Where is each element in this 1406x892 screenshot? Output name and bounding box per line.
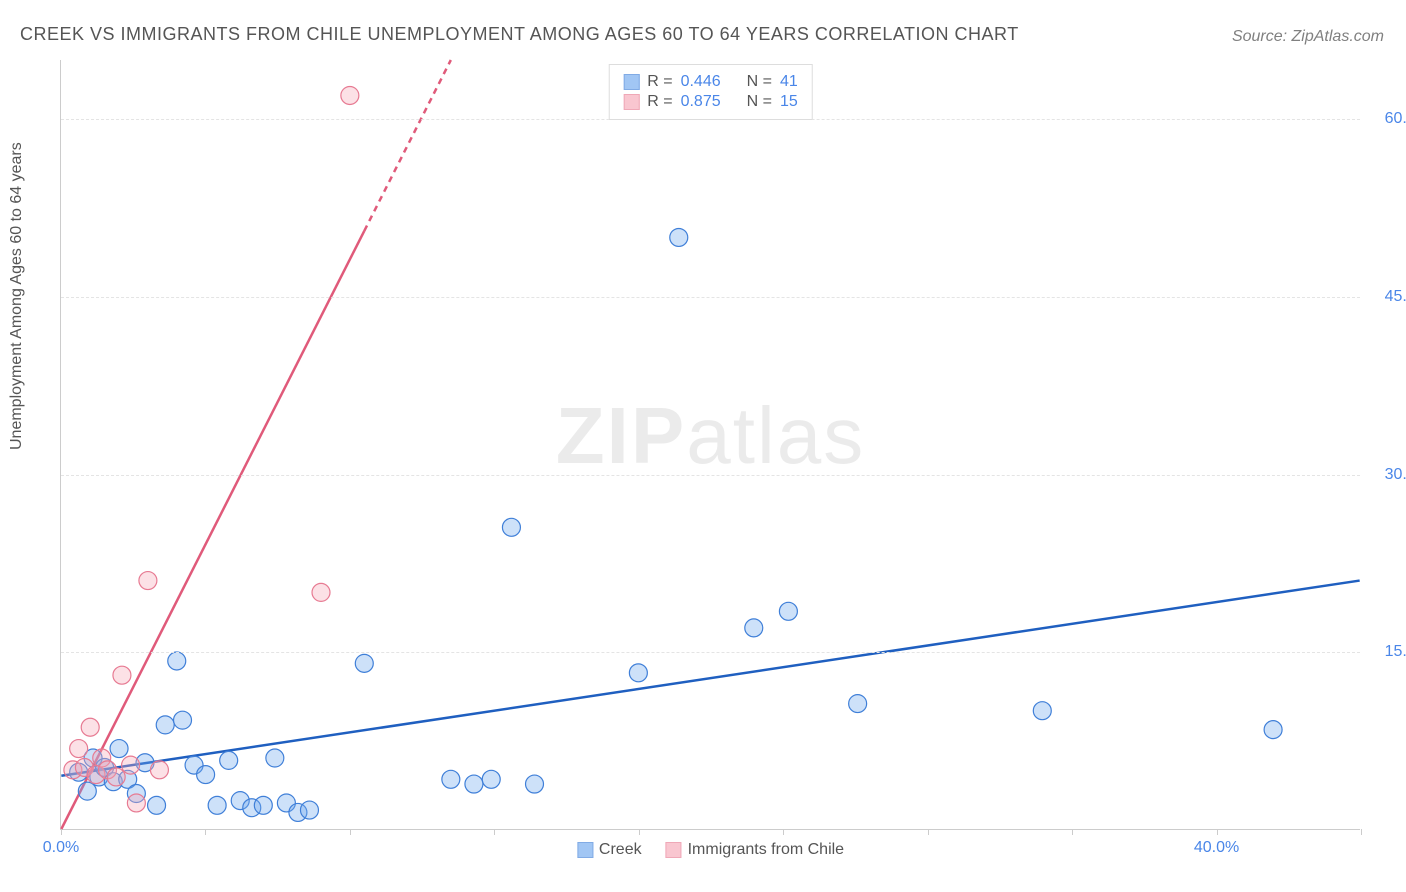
- chile-point: [81, 718, 99, 736]
- y-tick-label: 30.0%: [1385, 466, 1406, 484]
- legend-n-label: N =: [747, 93, 772, 111]
- creek-point: [502, 518, 520, 536]
- creek-point: [254, 796, 272, 814]
- chile-point: [113, 666, 131, 684]
- legend-correlation: R = 0.446 N = 41 R = 0.875 N = 15: [608, 64, 813, 120]
- legend-r-value: 0.875: [681, 93, 721, 111]
- source-credit: Source: ZipAtlas.com: [1232, 28, 1384, 46]
- y-tick-label: 60.0%: [1385, 110, 1406, 128]
- legend-n-label: N =: [747, 73, 772, 91]
- legend-r-label: R =: [647, 73, 672, 91]
- creek-point: [670, 228, 688, 246]
- creek-point: [465, 775, 483, 793]
- x-tick: [494, 829, 495, 835]
- creek-point: [220, 751, 238, 769]
- x-tick: [205, 829, 206, 835]
- legend-swatch: [666, 842, 682, 858]
- gridline: [61, 475, 1360, 476]
- creek-point: [355, 654, 373, 672]
- creek-trendline: [61, 581, 1359, 776]
- x-tick: [1217, 829, 1218, 835]
- legend-correlation-row: R = 0.446 N = 41: [623, 73, 798, 91]
- chile-point: [122, 756, 140, 774]
- legend-series-label: Creek: [599, 841, 642, 859]
- gridline: [61, 297, 1360, 298]
- chile-point: [150, 761, 168, 779]
- chile-point: [127, 794, 145, 812]
- creek-point: [1264, 721, 1282, 739]
- creek-point: [442, 770, 460, 788]
- legend-series-item: Immigrants from Chile: [666, 841, 844, 859]
- legend-correlation-row: R = 0.875 N = 15: [623, 93, 798, 111]
- plot-svg: [61, 60, 1360, 829]
- legend-swatch: [623, 74, 639, 90]
- gridline: [61, 652, 1360, 653]
- y-tick-label: 15.0%: [1385, 643, 1406, 661]
- y-tick-label: 45.0%: [1385, 288, 1406, 306]
- x-tick: [1072, 829, 1073, 835]
- chile-trendline-dashed: [364, 60, 451, 231]
- creek-point: [300, 801, 318, 819]
- creek-point: [779, 602, 797, 620]
- y-axis-title: Unemployment Among Ages 60 to 64 years: [8, 142, 26, 450]
- x-tick-label: 0.0%: [43, 839, 79, 857]
- creek-point: [156, 716, 174, 734]
- creek-point: [174, 711, 192, 729]
- chile-point: [107, 768, 125, 786]
- creek-point: [266, 749, 284, 767]
- chile-trendline: [61, 231, 364, 829]
- legend-r-label: R =: [647, 93, 672, 111]
- x-tick: [61, 829, 62, 835]
- x-tick: [783, 829, 784, 835]
- x-tick-label: 40.0%: [1194, 839, 1239, 857]
- x-tick: [639, 829, 640, 835]
- creek-point: [168, 652, 186, 670]
- creek-point: [526, 775, 544, 793]
- legend-n-value: 41: [780, 73, 798, 91]
- creek-point: [197, 766, 215, 784]
- creek-point: [629, 664, 647, 682]
- chile-point: [312, 583, 330, 601]
- creek-point: [208, 796, 226, 814]
- creek-point: [110, 740, 128, 758]
- legend-swatch: [623, 94, 639, 110]
- chile-point: [341, 87, 359, 105]
- creek-point: [148, 796, 166, 814]
- creek-point: [1033, 702, 1051, 720]
- plot-area: ZIPatlas R =0.446N =41R =0.875N =15 Cree…: [60, 60, 1360, 830]
- legend-r-value: 0.446: [681, 73, 721, 91]
- chile-point: [139, 572, 157, 590]
- x-tick: [350, 829, 351, 835]
- creek-point: [745, 619, 763, 637]
- x-tick: [928, 829, 929, 835]
- legend-swatch: [577, 842, 593, 858]
- legend-series-label: Immigrants from Chile: [688, 841, 844, 859]
- legend-series: Creek Immigrants from Chile: [577, 841, 844, 859]
- chart-title: CREEK VS IMMIGRANTS FROM CHILE UNEMPLOYM…: [20, 24, 1019, 45]
- x-tick: [1361, 829, 1362, 835]
- creek-point: [482, 770, 500, 788]
- legend-series-item: Creek: [577, 841, 642, 859]
- chile-point: [70, 740, 88, 758]
- creek-point: [849, 695, 867, 713]
- legend-n-value: 15: [780, 93, 798, 111]
